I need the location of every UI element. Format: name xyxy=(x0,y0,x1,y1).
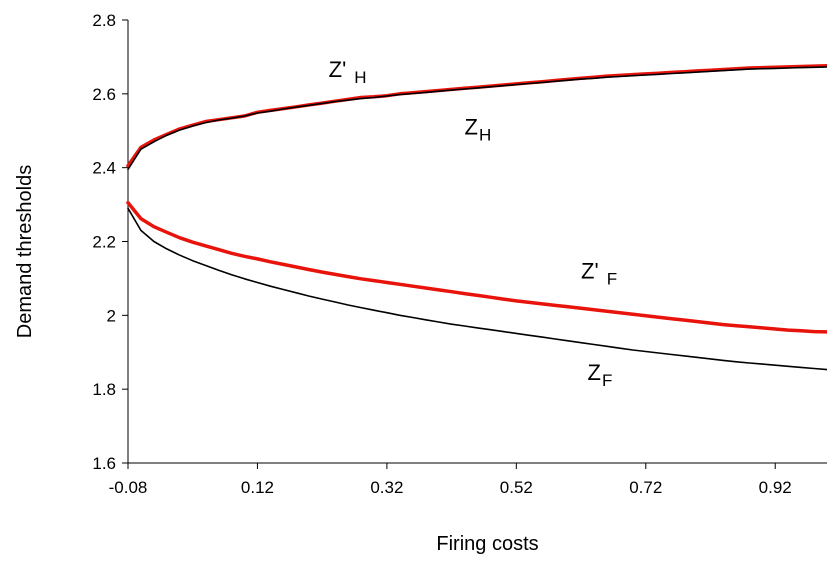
y-axis-ticks: 1.6 1.8 2 2.2 2.4 2.6 2.8 xyxy=(92,11,128,473)
curve-label-main: Z' xyxy=(329,57,347,82)
series-line-2 xyxy=(126,200,827,334)
y-tick-label: 2.6 xyxy=(92,85,116,104)
curve-label-main: Z xyxy=(588,360,601,385)
x-tick-label: 0.92 xyxy=(759,478,792,497)
series-lines xyxy=(126,64,827,371)
x-tick-label: 0.72 xyxy=(629,478,662,497)
y-tick-label: 2.8 xyxy=(92,11,116,30)
curve-label-main: Z xyxy=(465,114,478,139)
x-tick-label: 0.52 xyxy=(500,478,533,497)
x-axis-label: Firing costs xyxy=(436,533,538,555)
curve-label: ZF xyxy=(588,360,613,390)
y-tick-label: 1.6 xyxy=(92,454,116,473)
series-line-3 xyxy=(127,207,827,371)
curve-label-subscript: H xyxy=(354,68,366,87)
x-tick-label: 0.32 xyxy=(370,478,403,497)
x-tick-label: 0.12 xyxy=(241,478,274,497)
y-tick-label: 2.4 xyxy=(92,159,116,178)
y-tick-label: 2.2 xyxy=(92,233,116,252)
curve-label-subscript: F xyxy=(602,371,612,390)
y-tick-label: 1.8 xyxy=(92,380,116,399)
curve-label: ZH xyxy=(465,114,492,144)
curve-label: Z' H xyxy=(329,57,367,87)
y-axis-label: Demand thresholds xyxy=(14,165,36,338)
curve-label-subscript: H xyxy=(479,125,491,144)
x-axis-ticks: -0.08 0.12 0.32 0.52 0.72 0.92 xyxy=(109,463,792,497)
series-line-1 xyxy=(127,66,827,171)
x-tick-label: -0.08 xyxy=(109,478,148,497)
curve-label-main: Z' xyxy=(581,258,599,283)
curve-label: Z' F xyxy=(581,258,617,288)
y-tick-label: 2 xyxy=(107,306,116,325)
curve-label-subscript: F xyxy=(607,269,617,288)
